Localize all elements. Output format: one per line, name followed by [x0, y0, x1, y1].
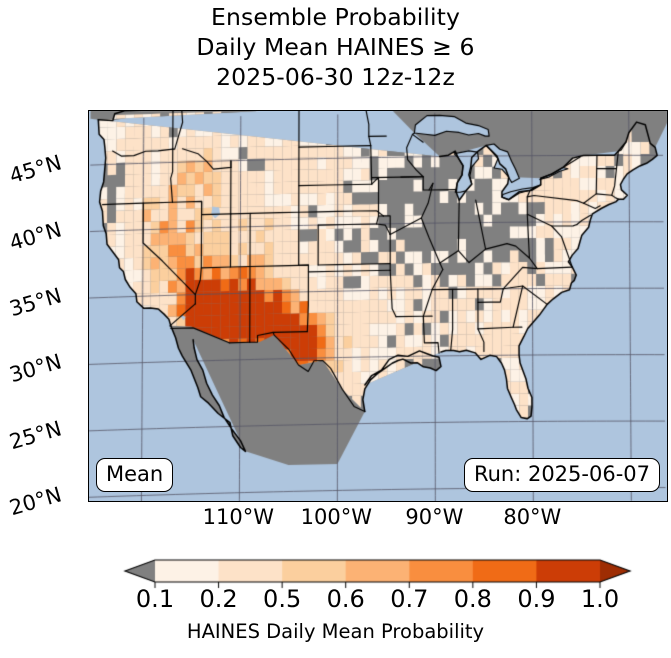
colorbar-gradient [0, 556, 671, 596]
map-panel[interactable] [88, 110, 668, 502]
colorbar-tick-5: 0.8 [453, 585, 492, 613]
chart-title: Ensemble Probability Daily Mean HAINES ≥… [0, 2, 671, 92]
mean-badge: Mean [96, 458, 174, 492]
title-line-2: Daily Mean HAINES ≥ 6 [196, 33, 475, 61]
lat-tick-40: 40°N [6, 217, 65, 255]
lon-tick-110: 110°W [202, 505, 275, 529]
colorbar-tick-6: 0.9 [517, 585, 556, 613]
colorbar-tick-3: 0.6 [326, 585, 365, 613]
title-line-1: Ensemble Probability [211, 3, 460, 31]
lon-tick-90: 90°W [405, 505, 464, 529]
lat-tick-20: 20°N [6, 482, 65, 521]
lat-tick-35: 35°N [6, 283, 65, 322]
colorbar-tick-2: 0.5 [263, 585, 302, 613]
lon-tick-100: 100°W [300, 505, 373, 529]
probability-heatmap [89, 111, 667, 501]
colorbar-tick-0: 0.1 [135, 585, 175, 613]
lon-tick-80: 80°W [503, 505, 562, 529]
colorbar-axis-label: HAINES Daily Mean Probability [186, 620, 485, 643]
run-date-badge: Run: 2025-06-07 [463, 458, 660, 492]
lat-tick-45: 45°N [6, 150, 65, 189]
lat-tick-30: 30°N [6, 349, 65, 388]
colorbar-ticks: 0.1 0.2 0.5 0.6 0.7 0.8 0.9 1.0 [0, 585, 671, 615]
colorbar-tick-4: 0.7 [390, 585, 429, 613]
lat-tick-25: 25°N [6, 416, 65, 455]
colorbar-tick-1: 0.2 [199, 585, 238, 613]
colorbar[interactable] [0, 556, 671, 596]
colorbar-tick-7: 1.0 [580, 585, 620, 613]
title-line-3: 2025-06-30 12z-12z [216, 63, 455, 91]
